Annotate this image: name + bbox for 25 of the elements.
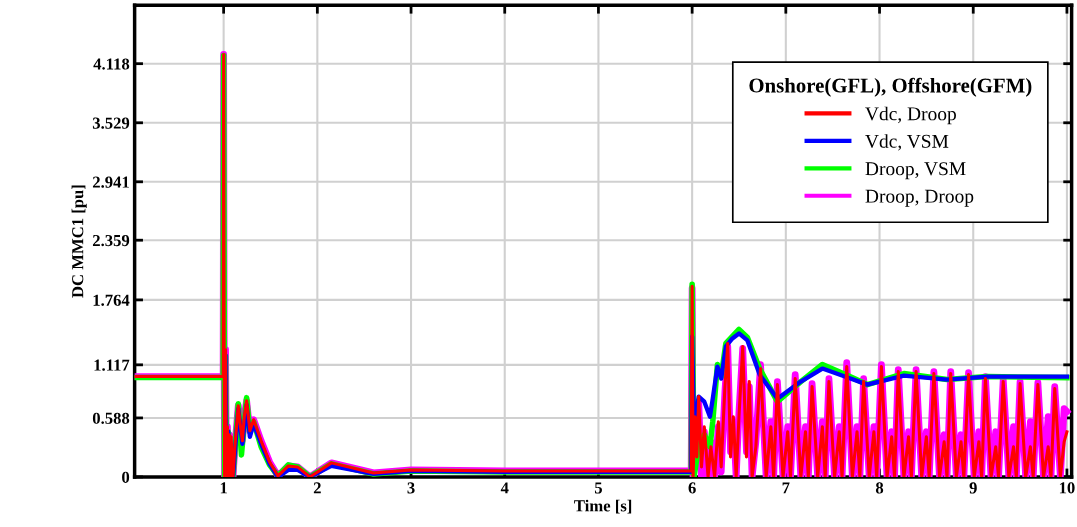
x-tick-label: 7 xyxy=(782,482,790,494)
legend-title: Onshore(GFL), Offshore(GFM) xyxy=(749,77,1032,97)
legend-label: Droop, VSM xyxy=(865,162,966,180)
y-tick-label: 4.118 xyxy=(93,58,130,70)
y-tick-label: 0.588 xyxy=(92,412,130,424)
x-tick-label: 3 xyxy=(407,482,415,494)
legend-label: Vdc, VSM xyxy=(865,134,949,151)
y-tick-label: 0 xyxy=(122,471,130,483)
x-axis-title: Time [s] xyxy=(574,499,632,514)
y-tick-label: 3.529 xyxy=(92,117,130,129)
legend-label: Droop, Droop xyxy=(865,189,974,207)
legend-label: Vdc, Droop xyxy=(865,106,956,125)
y-tick-label: 1.117 xyxy=(94,359,130,371)
y-tick-label: 2.359 xyxy=(92,234,130,247)
x-tick-label: 8 xyxy=(875,482,884,494)
x-tick-label: 10 xyxy=(1059,482,1075,494)
x-tick-label: 1 xyxy=(220,482,227,494)
y-tick-label: 1.764 xyxy=(93,294,130,306)
x-tick-label: 5 xyxy=(594,482,602,494)
x-tick-label: 9 xyxy=(969,482,977,494)
x-tick-label: 6 xyxy=(688,482,696,494)
x-tick-label: 4 xyxy=(500,482,509,494)
x-tick-label: 2 xyxy=(313,482,321,494)
y-axis-title: DC MMC1 [pu] xyxy=(71,185,87,298)
y-tick-label: 2.941 xyxy=(92,176,129,188)
